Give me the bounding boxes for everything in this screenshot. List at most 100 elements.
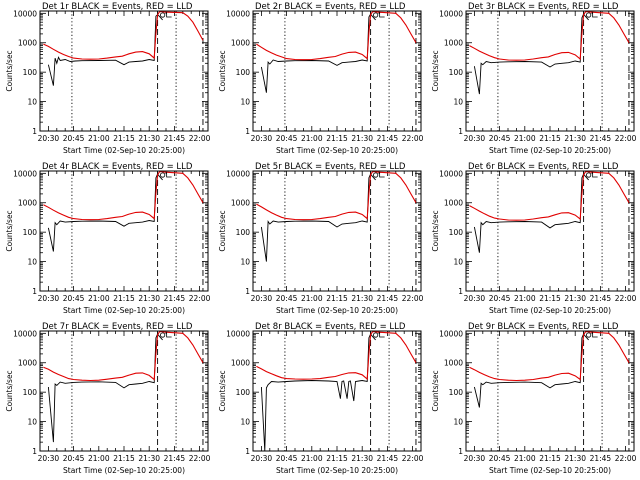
plot-area (256, 171, 417, 291)
x-tick-label: 22:00 (615, 294, 637, 303)
y-tick-label: 1 (458, 447, 463, 456)
plot-frame (39, 330, 209, 452)
peak-bracket-marker (166, 172, 172, 178)
y-tick-label: 1000 (444, 359, 463, 368)
x-tick-label: 21:30 (138, 134, 160, 143)
peak-circle-marker (160, 12, 166, 18)
x-tick-label: 20:30 (464, 454, 486, 463)
plot-frame (465, 330, 635, 452)
peak-circle-marker (586, 332, 592, 338)
y-tick-label: 1 (32, 287, 37, 296)
events-series-line (47, 173, 163, 252)
x-axis-label: Start Time (02-Sep-10 20:25:00) (489, 306, 611, 315)
lld-series-line (469, 331, 630, 382)
x-axis-label: Start Time (02-Sep-10 20:25:00) (63, 146, 185, 155)
x-tick-label: 21:00 (301, 294, 323, 303)
x-tick-label: 21:30 (351, 134, 373, 143)
y-tick-label: 1 (245, 127, 250, 136)
chart-panel-2: Det 2r BLACK = Events, RED = LLD Counts/s… (218, 2, 424, 155)
y-tick-label: 100 (236, 68, 251, 77)
chart-title: Det 3r BLACK = Events, RED = LLD (468, 2, 619, 12)
y-tick-label: 10000 (439, 329, 463, 338)
chart-panel-3: Det 3r BLACK = Events, RED = LLD Counts/s… (431, 2, 637, 155)
plot-area (469, 171, 630, 291)
events-series-line (260, 173, 376, 262)
x-tick-label: 21:45 (164, 454, 186, 463)
x-tick-label: 20:30 (38, 294, 60, 303)
y-axis-label: Counts/sec (5, 50, 14, 91)
x-tick-label: 20:45 (63, 454, 85, 463)
chart-title: Det 4r BLACK = Events, RED = LLD (42, 162, 193, 172)
y-tick-label: 1 (245, 447, 250, 456)
y-axis-label: Counts/sec (218, 210, 227, 251)
peak-circle-marker (373, 332, 379, 338)
x-tick-label: 22:00 (189, 454, 211, 463)
peak-bracket-marker (166, 332, 172, 338)
x-tick-label: 20:30 (251, 294, 273, 303)
chart-title: Det 6r BLACK = Events, RED = LLD (468, 162, 619, 172)
x-tick-label: 21:45 (590, 134, 612, 143)
x-tick-label: 20:45 (276, 294, 298, 303)
y-tick-label: 1000 (231, 39, 250, 48)
lld-series-line (43, 11, 204, 60)
x-tick-label: 20:45 (63, 134, 85, 143)
y-tick-label: 10 (453, 98, 463, 107)
plot-area (469, 331, 630, 451)
y-axis-label: Counts/sec (5, 210, 14, 251)
plot-frame (252, 170, 422, 292)
y-tick-label: 100 (236, 388, 251, 397)
peak-circle-marker (586, 172, 592, 178)
events-series-line (260, 333, 376, 451)
x-tick-label: 21:45 (590, 294, 612, 303)
events-series-line (260, 13, 376, 93)
peak-circle-marker (373, 12, 379, 18)
events-series-line (47, 14, 163, 86)
x-tick-label: 22:00 (402, 294, 424, 303)
events-series-line (473, 333, 589, 408)
x-tick-label: 21:15 (539, 454, 561, 463)
x-tick-label: 21:45 (377, 294, 399, 303)
chart-title: Det 7r BLACK = Events, RED = LLD (42, 322, 193, 332)
chart-panel-7: Det 7r BLACK = Events, RED = LLD Counts/s… (5, 322, 211, 475)
plot-frame (39, 10, 209, 132)
x-axis-label: Start Time (02-Sep-10 20:25:00) (276, 146, 398, 155)
chart-panel-9: Det 9r BLACK = Events, RED = LLD Counts/s… (431, 322, 637, 475)
x-tick-label: 20:45 (63, 294, 85, 303)
x-tick-label: 22:00 (615, 134, 637, 143)
x-tick-label: 21:15 (113, 134, 135, 143)
x-tick-label: 21:45 (377, 454, 399, 463)
y-tick-label: 1 (245, 287, 250, 296)
plot-frame (465, 170, 635, 292)
y-tick-label: 10000 (226, 9, 250, 18)
y-tick-label: 1 (32, 447, 37, 456)
plot-area (256, 331, 417, 451)
y-tick-label: 1 (32, 127, 37, 136)
peak-circle-marker (160, 332, 166, 338)
peak-circle-marker (373, 172, 379, 178)
events-series-line (473, 13, 589, 95)
y-tick-label: 10 (27, 258, 37, 267)
lld-series-line (43, 171, 204, 221)
y-tick-label: 100 (449, 228, 464, 237)
y-tick-label: 1000 (444, 39, 463, 48)
x-tick-label: 20:45 (276, 454, 298, 463)
y-tick-label: 100 (449, 388, 464, 397)
x-tick-label: 22:00 (189, 294, 211, 303)
y-tick-label: 10000 (13, 9, 37, 18)
x-tick-label: 20:45 (489, 454, 511, 463)
lld-series-line (256, 11, 417, 61)
x-tick-label: 21:15 (326, 294, 348, 303)
y-tick-label: 1000 (18, 199, 37, 208)
y-tick-label: 10000 (226, 329, 250, 338)
plot-area (43, 331, 204, 451)
x-tick-label: 21:30 (564, 454, 586, 463)
y-axis-label: Counts/sec (218, 50, 227, 91)
y-tick-label: 10000 (439, 169, 463, 178)
y-tick-label: 1 (458, 127, 463, 136)
x-tick-label: 20:30 (464, 294, 486, 303)
plot-frame (252, 10, 422, 132)
x-axis-label: Start Time (02-Sep-10 20:25:00) (489, 466, 611, 475)
y-tick-label: 100 (236, 228, 251, 237)
x-axis-label: Start Time (02-Sep-10 20:25:00) (63, 306, 185, 315)
plot-area (469, 11, 630, 131)
